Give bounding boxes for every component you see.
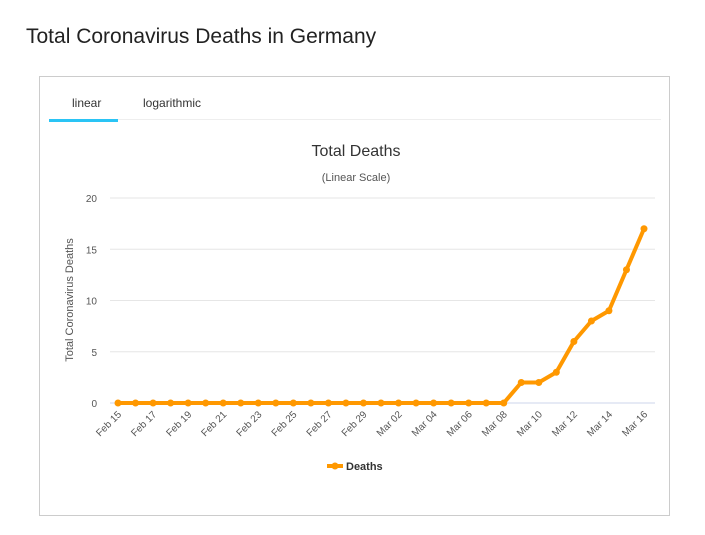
data-point [482, 399, 490, 407]
data-point [132, 399, 140, 407]
data-point [552, 368, 560, 376]
tab-linear[interactable]: linear [72, 96, 102, 110]
data-point [570, 338, 578, 345]
chart-title: Total Deaths [312, 143, 401, 160]
data-point [430, 399, 438, 407]
data-point [307, 399, 315, 407]
data-point [377, 399, 385, 407]
active-tab-indicator [49, 119, 118, 122]
x-tick-label: Feb 27 [305, 409, 335, 439]
x-tick-label: Feb 25 [270, 409, 300, 439]
x-tick-label: Mar 04 [410, 409, 440, 439]
data-point [167, 399, 175, 407]
y-tick-label: 15 [86, 245, 98, 256]
data-point [412, 399, 420, 407]
data-point [342, 399, 350, 407]
data-point [289, 399, 297, 407]
x-tick-label: Mar 08 [480, 409, 510, 439]
x-tick-label: Mar 14 [585, 409, 615, 439]
tab-divider [49, 119, 661, 120]
data-point [465, 399, 473, 407]
y-tick-label: 0 [91, 399, 97, 410]
data-point [254, 399, 262, 407]
y-tick-label: 20 [86, 194, 98, 205]
data-point [517, 379, 525, 386]
data-point [184, 399, 192, 407]
data-point [640, 225, 648, 233]
y-tick-label: 10 [86, 297, 98, 308]
data-point [237, 399, 245, 407]
data-point [202, 399, 210, 407]
tab-logarithmic[interactable]: logarithmic [143, 96, 202, 110]
chart-subtitle: (Linear Scale) [322, 172, 390, 184]
data-point [622, 266, 630, 274]
x-tick-label: Mar 10 [515, 409, 545, 439]
legend-marker-icon [331, 462, 339, 470]
data-point [587, 317, 595, 325]
y-axis-label: Total Coronavirus Deaths [64, 238, 76, 362]
data-point [272, 399, 280, 407]
x-tick-label: Mar 12 [550, 409, 580, 439]
data-point [149, 399, 157, 407]
data-point [535, 379, 543, 386]
x-tick-label: Mar 16 [620, 409, 650, 439]
x-tick-label: Feb 29 [340, 409, 370, 439]
data-point [447, 399, 455, 407]
data-point [219, 399, 227, 407]
y-tick-label: 5 [91, 348, 97, 359]
data-point [395, 399, 403, 407]
x-tick-label: Mar 06 [445, 409, 475, 439]
x-tick-label: Feb 21 [200, 409, 230, 439]
data-point [324, 399, 332, 407]
x-tick-label: Mar 02 [375, 409, 405, 439]
page-title: Total Coronavirus Deaths in Germany [26, 25, 377, 48]
x-tick-label: Feb 23 [235, 409, 265, 439]
data-point [114, 399, 122, 407]
chart-card: linear logarithmic [39, 76, 670, 516]
data-point [605, 307, 613, 315]
x-tick-label: Feb 19 [164, 409, 194, 439]
data-point [500, 399, 508, 407]
legend-label-deaths: Deaths [346, 461, 383, 473]
data-point [359, 399, 367, 407]
x-tick-label: Feb 15 [94, 409, 124, 439]
x-tick-label: Feb 17 [129, 409, 159, 439]
series-line-deaths [118, 227, 646, 405]
